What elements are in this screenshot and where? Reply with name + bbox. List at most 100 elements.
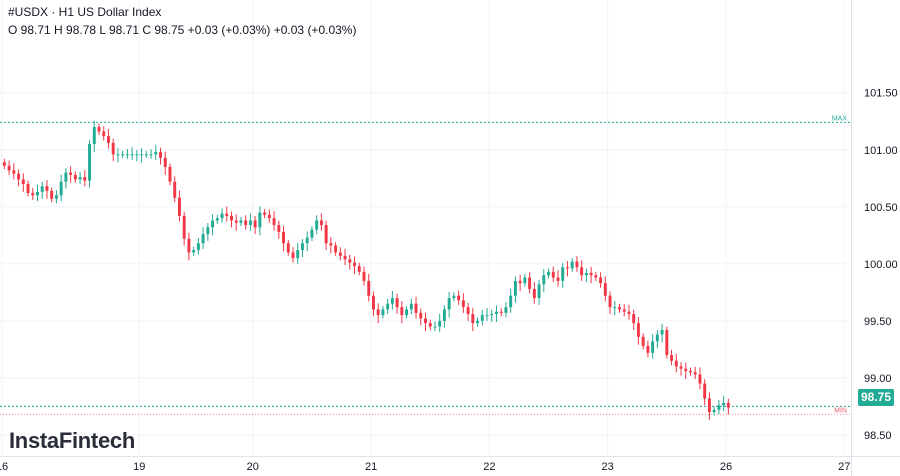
candle-body bbox=[31, 193, 35, 196]
candle-body bbox=[575, 261, 579, 268]
chart-title: #USDX · H1 US Dollar Index bbox=[8, 5, 162, 19]
candle-body bbox=[395, 298, 399, 308]
candle-body bbox=[551, 271, 555, 278]
candle-body bbox=[291, 252, 295, 259]
max-line-label: MAX bbox=[832, 115, 848, 122]
x-tick-label: 16 bbox=[0, 461, 8, 473]
candle-body bbox=[301, 243, 304, 251]
candle-body bbox=[679, 366, 683, 369]
time-axis: 16 19 20 21 22 23 26 27 bbox=[0, 456, 900, 473]
candle-body bbox=[452, 295, 456, 299]
candle-body bbox=[457, 295, 461, 301]
last-price-badge: 98.75 bbox=[858, 389, 894, 406]
candle-body bbox=[689, 371, 692, 373]
candle-body bbox=[17, 173, 21, 180]
candle-body bbox=[69, 172, 73, 175]
candle-body bbox=[461, 300, 465, 308]
candle-body bbox=[537, 284, 541, 299]
candle-body bbox=[173, 181, 177, 198]
candle-body bbox=[419, 312, 423, 319]
candle-body bbox=[622, 309, 626, 312]
candle-body bbox=[532, 288, 536, 299]
candle-body bbox=[334, 245, 338, 253]
candle-body bbox=[92, 126, 96, 145]
candle-body bbox=[253, 220, 257, 228]
candle-body bbox=[632, 314, 636, 324]
candle-body bbox=[343, 255, 347, 260]
candle-body bbox=[400, 307, 404, 316]
candle-body bbox=[248, 220, 252, 226]
candle-body bbox=[196, 243, 200, 251]
candle-body bbox=[641, 336, 645, 346]
candle-body bbox=[471, 314, 475, 324]
candle-body bbox=[258, 212, 262, 228]
candle-body bbox=[513, 280, 517, 296]
candle-body bbox=[116, 154, 120, 156]
candle-body bbox=[561, 267, 565, 281]
candle-body bbox=[149, 154, 153, 156]
candle-body bbox=[371, 295, 375, 310]
candle-body bbox=[21, 179, 25, 184]
candle-body bbox=[59, 181, 63, 196]
candle-body bbox=[144, 154, 148, 156]
candle-body bbox=[442, 309, 446, 321]
candle-body bbox=[390, 298, 394, 304]
candle-body bbox=[97, 126, 101, 132]
candle-body bbox=[547, 271, 550, 276]
candle-body bbox=[603, 283, 607, 296]
candle-body bbox=[651, 341, 655, 353]
y-tick-label: 98.50 bbox=[864, 430, 892, 442]
candle-body bbox=[267, 214, 271, 219]
candle-body bbox=[565, 267, 569, 269]
candle-body bbox=[424, 318, 427, 324]
candle-body bbox=[88, 144, 92, 181]
candle-body bbox=[476, 320, 480, 324]
candle-body bbox=[168, 166, 172, 182]
candle-body bbox=[627, 311, 631, 314]
candle-body bbox=[504, 307, 508, 313]
candle-body bbox=[272, 218, 276, 226]
candle-body bbox=[7, 165, 11, 171]
x-tick-label: 20 bbox=[247, 461, 259, 473]
candle-body bbox=[310, 229, 314, 238]
candle-body bbox=[509, 295, 513, 308]
x-tick-label: 21 bbox=[365, 461, 377, 473]
candle-body bbox=[674, 360, 678, 367]
x-tick-label: 26 bbox=[720, 461, 732, 473]
candle-body bbox=[230, 215, 233, 221]
candle-body bbox=[376, 309, 380, 316]
x-tick-label: 19 bbox=[133, 461, 145, 473]
candle-body bbox=[528, 277, 532, 289]
candle-body bbox=[722, 402, 726, 406]
y-tick-label: 99.50 bbox=[864, 316, 892, 328]
candle-body bbox=[244, 220, 248, 226]
candle-body bbox=[542, 275, 546, 285]
candle-body bbox=[305, 237, 309, 244]
candle-body bbox=[414, 303, 418, 313]
candle-body bbox=[319, 220, 323, 226]
candle-body bbox=[594, 275, 598, 278]
candle-body bbox=[296, 250, 300, 259]
candle-body bbox=[140, 154, 144, 156]
candle-body bbox=[125, 154, 129, 156]
candle-body bbox=[338, 252, 342, 256]
candle-body bbox=[45, 186, 49, 191]
candle-body bbox=[315, 220, 319, 230]
candle-body bbox=[570, 261, 574, 269]
candle-body bbox=[670, 355, 674, 361]
candle-body bbox=[159, 152, 162, 158]
candle-body bbox=[357, 266, 361, 272]
candle-body bbox=[580, 267, 584, 276]
candle-body bbox=[348, 259, 352, 263]
y-tick-label: 101.50 bbox=[864, 88, 898, 100]
candle-body bbox=[428, 323, 432, 327]
candle-body bbox=[485, 315, 489, 317]
candle-body bbox=[599, 277, 603, 284]
candle-body bbox=[211, 220, 215, 228]
candle-body bbox=[381, 309, 385, 316]
candle-body bbox=[64, 172, 68, 182]
candle-body bbox=[646, 345, 650, 353]
candle-body bbox=[660, 329, 664, 335]
candles bbox=[2, 120, 730, 421]
